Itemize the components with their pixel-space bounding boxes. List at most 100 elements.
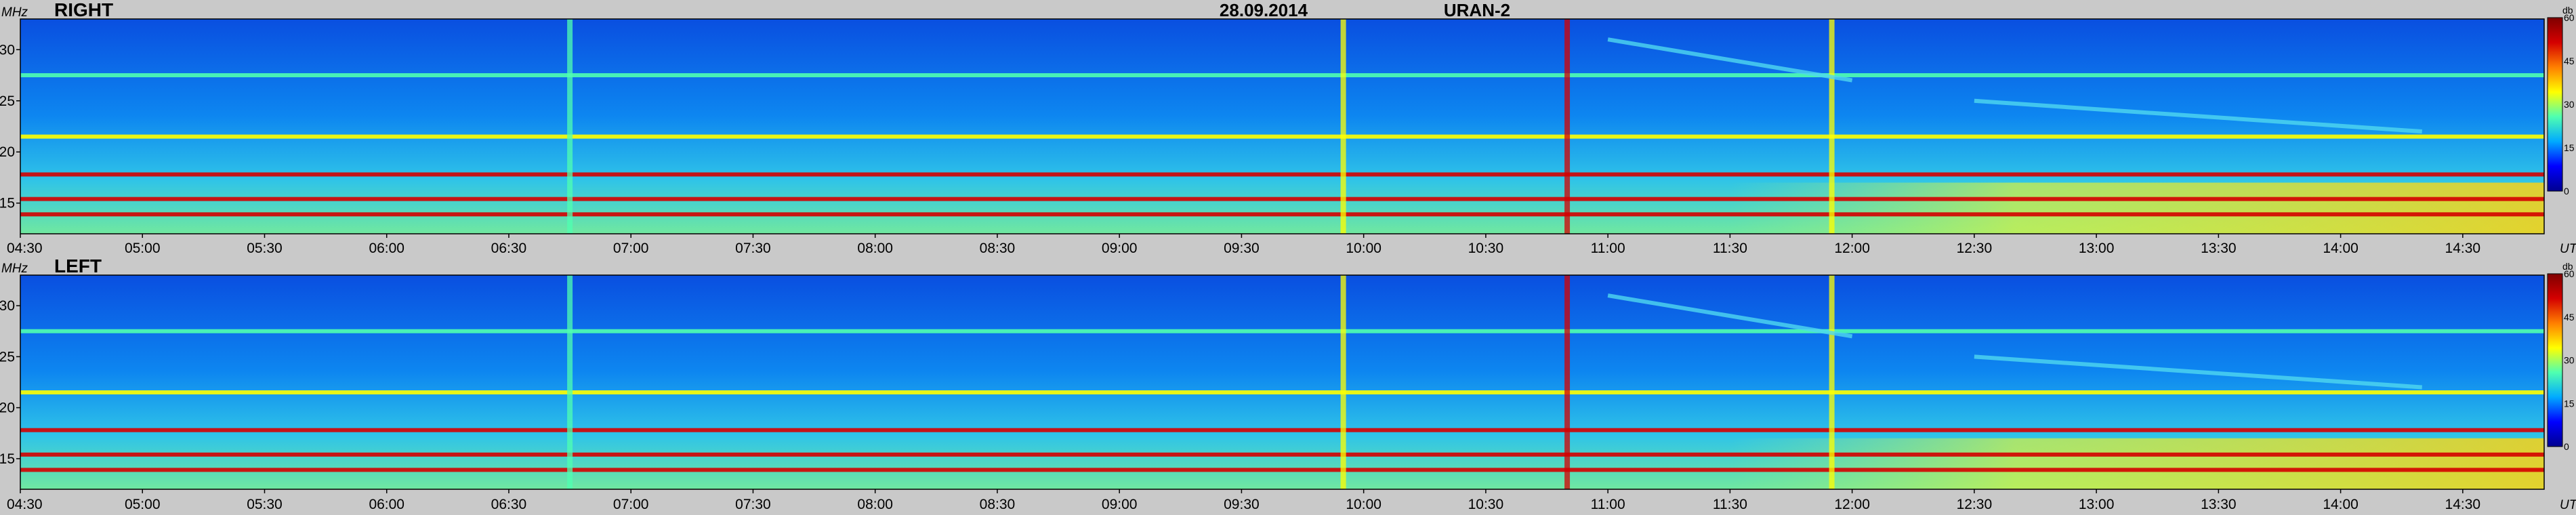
x-tick-label: 09:00 (1102, 497, 1138, 512)
x-tick-label: 10:00 (1346, 241, 1382, 256)
y-tick-label: 15 (0, 451, 15, 467)
horizontal-band (20, 390, 2544, 395)
plot-frame (20, 18, 2545, 234)
chart-date: 28.09.2014 (1220, 0, 1308, 20)
horizontal-band (20, 172, 2544, 177)
colorbar-tick-label: 45 (2564, 312, 2575, 323)
x-tick-label: 12:00 (1834, 241, 1870, 256)
colorbar (2547, 273, 2563, 447)
colorbar-unit-label: db (2562, 5, 2573, 16)
vertical-burst (1564, 19, 1571, 234)
drift-line (1974, 354, 2422, 390)
vertical-burst (1564, 275, 1571, 489)
horizontal-band (20, 134, 2544, 139)
vertical-burst (567, 275, 573, 489)
chart-instrument: URAN-2 (1444, 0, 1510, 20)
colorbar-tick-label: 0 (2564, 186, 2569, 197)
y-tick-label: 30 (0, 42, 15, 58)
spectrogram-right (20, 19, 2544, 234)
horizontal-band (20, 428, 2544, 432)
vertical-burst (1340, 19, 1346, 234)
low-freq-enhancement (1730, 438, 2544, 489)
x-tick-label: 06:00 (369, 241, 404, 256)
vertical-burst (1829, 275, 1835, 489)
drift-line (1974, 98, 2422, 134)
vertical-burst (567, 19, 573, 234)
x-tick-label: 07:30 (735, 497, 771, 512)
colorbar-tick-label: 15 (2564, 398, 2575, 409)
spectrogram-left (20, 275, 2544, 489)
vertical-burst (1829, 19, 1835, 234)
x-tick-label: 05:30 (247, 497, 283, 512)
horizontal-band (20, 73, 2544, 78)
colorbar-tick-label: 15 (2564, 142, 2575, 153)
x-tick-label: 14:30 (2445, 497, 2481, 512)
x-tick-label: 10:00 (1346, 497, 1382, 512)
vertical-burst (1340, 275, 1346, 489)
x-tick-label: 10:30 (1468, 241, 1504, 256)
y-tick-label: 25 (0, 94, 15, 109)
y-unit-label-left: MHz (1, 262, 28, 276)
horizontal-band (20, 212, 2544, 217)
x-tick-label: 09:00 (1102, 241, 1138, 256)
x-unit-label: UT (2560, 242, 2576, 256)
colorbar-tick-label: 45 (2564, 56, 2575, 66)
panel-label-right: RIGHT (54, 0, 113, 20)
x-tick-label: 13:00 (2079, 497, 2115, 512)
x-tick-label: 11:30 (1713, 241, 1747, 256)
x-tick-label: 09:30 (1224, 497, 1260, 512)
x-tick-label: 12:00 (1834, 497, 1870, 512)
x-tick-label: 11:30 (1713, 497, 1747, 512)
y-tick-label: 20 (0, 144, 15, 160)
x-tick-label: 08:00 (857, 497, 893, 512)
plot-frame (20, 274, 2545, 490)
y-tick-label: 20 (0, 400, 15, 416)
colorbar (2547, 17, 2563, 192)
x-unit-label: UT (2560, 498, 2576, 512)
x-tick-label: 11:00 (1591, 241, 1625, 256)
x-tick-label: 07:00 (613, 241, 649, 256)
y-tick-label: 15 (0, 196, 15, 211)
x-tick-label: 05:00 (125, 497, 161, 512)
x-tick-label: 05:00 (125, 241, 161, 256)
x-tick-label: 07:00 (613, 497, 649, 512)
x-tick-label: 09:30 (1224, 241, 1260, 256)
panel-label-left: LEFT (54, 255, 102, 276)
colorbar-tick-label: 60 (2564, 12, 2575, 23)
low-freq-enhancement (1730, 182, 2544, 234)
x-tick-label: 13:30 (2201, 497, 2237, 512)
colorbar-tick-label: 30 (2564, 99, 2575, 110)
x-tick-label: 10:30 (1468, 497, 1504, 512)
horizontal-band (20, 452, 2544, 457)
colorbar-tick-label: 60 (2564, 268, 2575, 279)
colorbar-unit-label: db (2562, 261, 2573, 272)
drift-line (1607, 37, 1853, 83)
colorbar-tick-label: 30 (2564, 355, 2575, 366)
panel-left: LEFT MHz 15 20 25 30 04:30 05:00 05:30 06:00 06:… (0, 255, 2576, 512)
drift-line (1607, 293, 1853, 339)
horizontal-band (20, 197, 2544, 201)
y-unit-label-right: MHz (1, 5, 28, 20)
x-tick-label: 06:30 (491, 241, 527, 256)
x-tick-label: 08:30 (980, 497, 1016, 512)
x-tick-label: 13:00 (2079, 241, 2115, 256)
x-tick-label: 04:30 (7, 497, 43, 512)
x-tick-label: 07:30 (735, 241, 771, 256)
colorbar-tick-label: 0 (2564, 441, 2569, 452)
horizontal-band (20, 468, 2544, 472)
x-tick-label: 13:30 (2201, 241, 2237, 256)
y-tick-label: 30 (0, 298, 15, 314)
x-tick-label: 04:30 (7, 241, 43, 256)
x-tick-label: 08:30 (980, 241, 1016, 256)
x-tick-label: 12:30 (1957, 241, 1993, 256)
x-tick-label: 14:00 (2323, 241, 2359, 256)
x-tick-label: 14:30 (2445, 241, 2481, 256)
y-tick-label: 25 (0, 349, 15, 365)
x-tick-label: 14:00 (2323, 497, 2359, 512)
x-tick-label: 12:30 (1957, 497, 1993, 512)
horizontal-band (20, 329, 2544, 333)
x-tick-label: 06:30 (491, 497, 527, 512)
x-tick-label: 06:00 (369, 497, 404, 512)
